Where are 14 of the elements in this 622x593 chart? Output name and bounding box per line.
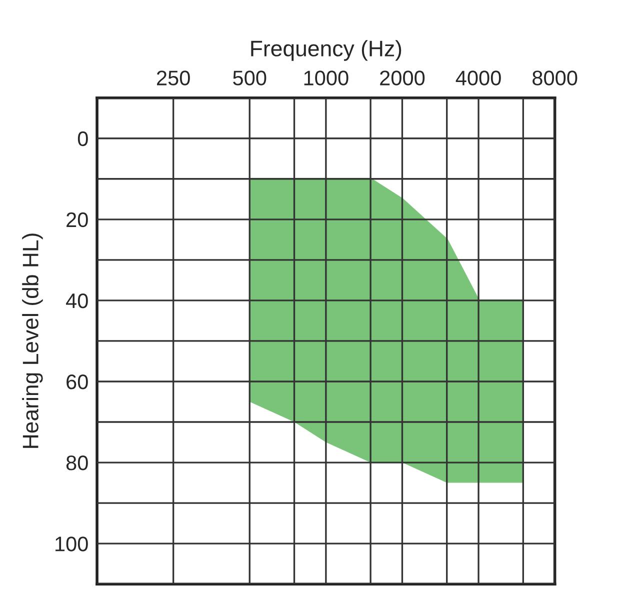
x-tick-label: 500 — [233, 70, 266, 86]
y-tick-label: 60 — [66, 374, 88, 390]
x-axis-title: Frequency (Hz) — [251, 40, 402, 61]
y-tick-label: 40 — [66, 293, 88, 308]
y-tick-label: 0 — [78, 131, 88, 146]
x-tick-label: 8000 — [532, 70, 578, 86]
x-tick-label: 1000 — [304, 70, 348, 86]
x-tick-label: 4000 — [456, 70, 501, 86]
x-tick-label: 250 — [157, 70, 190, 86]
y-tick-label: 80 — [66, 456, 88, 470]
x-tick-label: 2000 — [380, 70, 425, 86]
y-tick-label: 100 — [56, 536, 88, 552]
y-axis-title: Hearing Level (db HL) — [22, 234, 43, 448]
y-tick-label: 20 — [66, 212, 88, 228]
